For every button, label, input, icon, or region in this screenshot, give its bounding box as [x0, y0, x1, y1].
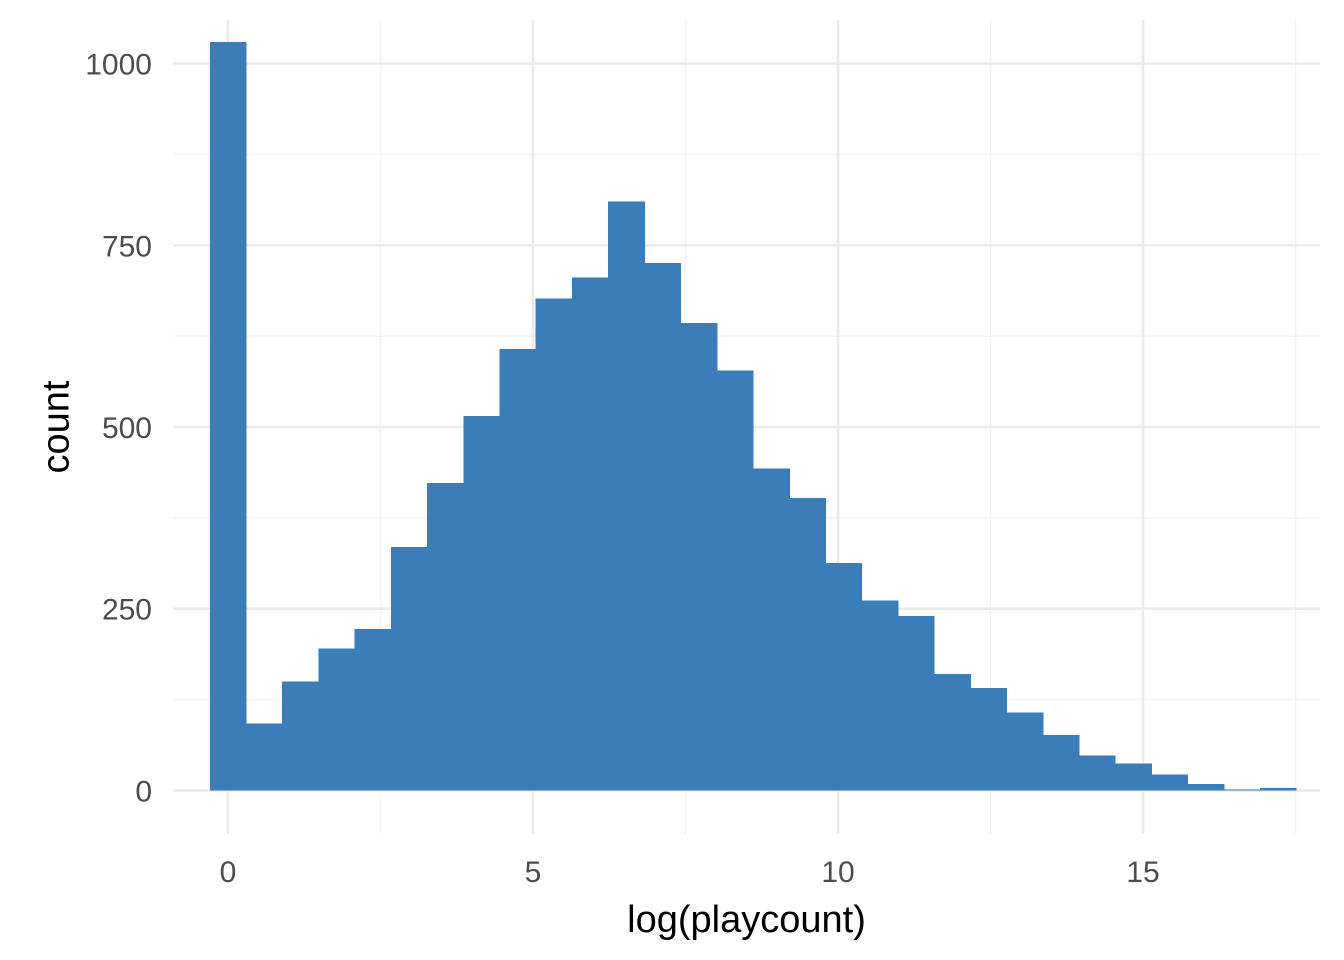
histogram-bar — [246, 723, 283, 791]
x-tick-label: 5 — [525, 856, 542, 889]
histogram-bar — [282, 681, 320, 791]
histogram-bar — [1078, 755, 1116, 791]
histogram-bar — [1115, 763, 1152, 791]
histogram-bar — [354, 629, 392, 791]
histogram-bar — [608, 201, 645, 791]
histogram-bar — [1151, 774, 1189, 791]
histogram-bar — [752, 468, 790, 791]
tick-labels: 0 5 10 15 0 250 500 750 1000 — [85, 49, 1160, 889]
bars-layer — [209, 41, 1297, 791]
histogram-bar — [1259, 788, 1297, 791]
y-tick-label: 750 — [102, 230, 152, 263]
histogram-bar — [535, 298, 573, 791]
histogram-bar — [644, 262, 682, 791]
histogram-bar — [897, 615, 935, 791]
histogram-bar — [1006, 712, 1044, 791]
histogram-bar — [861, 600, 899, 791]
histogram-bar — [427, 482, 464, 791]
histogram-bar — [499, 349, 537, 791]
histogram-bar — [825, 562, 863, 791]
histogram-bar — [209, 41, 247, 791]
y-tick-label: 0 — [135, 775, 152, 808]
y-tick-label: 500 — [102, 412, 152, 445]
y-tick-label: 250 — [102, 594, 152, 627]
histogram-bar — [463, 416, 501, 791]
y-tick-label: 1000 — [85, 49, 152, 82]
histogram-bar — [716, 370, 754, 791]
histogram-bar — [390, 546, 428, 791]
x-tick-label: 0 — [220, 856, 237, 889]
x-tick-label: 15 — [1126, 856, 1159, 889]
histogram-bar — [970, 687, 1008, 791]
histogram-bar — [1223, 789, 1261, 791]
histogram-bar — [318, 648, 356, 791]
x-axis-title: log(playcount) — [627, 899, 866, 941]
y-axis-title: count — [35, 380, 77, 473]
histogram-bar — [1042, 735, 1080, 791]
histogram-bar — [680, 323, 718, 791]
histogram-bar — [789, 498, 826, 791]
histogram-bar — [934, 674, 971, 791]
x-tick-label: 10 — [821, 856, 854, 889]
histogram-bar — [571, 277, 609, 791]
histogram-bar — [1187, 783, 1225, 791]
